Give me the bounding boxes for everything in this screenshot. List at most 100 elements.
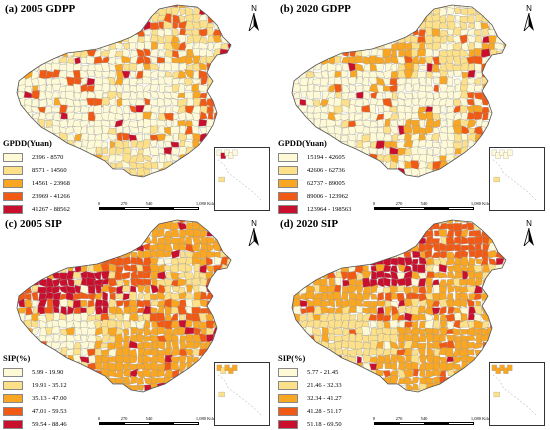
county-region [362,293,371,300]
county-region [163,284,171,295]
coastline-marks [276,1,549,214]
county-region [184,77,195,87]
county-region [466,348,475,356]
county-region [334,125,342,136]
legend-swatch [278,394,298,403]
county-region [129,168,137,176]
county-region [66,320,74,329]
county-region [389,340,400,349]
county-region [107,314,117,320]
panel-title: (a) 2005 GDPP [5,3,76,15]
county-region [172,133,179,141]
county-region [177,326,187,336]
county-region [319,277,328,287]
north-arrow-icon [523,228,534,246]
county-region [425,139,434,148]
scale-tick-label: 1,080 Kilometers [195,201,228,206]
county-region [354,292,365,302]
scale-bar-graphic [374,422,474,425]
county-region [170,91,180,101]
county-region [445,347,454,358]
county-region [121,271,131,280]
legend-item: 62737 - 89005 [278,177,370,190]
county-region [122,328,130,336]
county-region [130,375,139,385]
scale-tick-label: 0 [372,416,376,421]
legend-title: GPDD(Yuan) [278,138,327,148]
county-region [411,270,420,281]
county-region [150,105,160,114]
county-region [128,120,138,128]
county-region [149,328,159,336]
county-region [413,63,420,73]
county-region [333,284,342,293]
county-region [173,113,179,121]
county-region [424,307,434,316]
county-region [152,340,159,351]
county-region [413,368,420,377]
county-region [100,277,110,285]
county-region [116,83,123,93]
legend-label: 41.28 - 51.17 [307,408,342,415]
legend-title: GPDD(Yuan) [3,138,52,148]
county-region [411,333,421,343]
county-region [114,77,124,86]
county-region [459,285,469,294]
county-region [473,77,482,85]
county-region [300,91,308,99]
county-region [232,149,238,156]
county-region [198,36,209,44]
county-region [411,112,419,119]
county-region [361,111,372,122]
county-region [116,300,125,307]
inset-map [491,149,537,201]
county-region [206,320,216,330]
north-label: N [251,219,257,228]
county-region [149,69,159,80]
county-region [46,98,54,106]
county-region [135,153,145,163]
county-region [467,92,474,99]
island-region [218,391,225,398]
county-region [438,263,447,273]
county-region [440,104,448,114]
legend-label: 23969 - 41266 [32,193,70,200]
legend-label: 89006 - 123962 [307,193,349,200]
county-region [348,306,357,313]
map-panel: (d) 2020 SIP N SIP(%) 5.77 - 21.45 21.46 - 3… [276,216,549,429]
county-region [347,285,358,294]
north-arrow: N [521,4,537,32]
county-region [123,334,131,343]
county-region [321,292,330,302]
county-region [199,55,207,65]
county-region [123,299,131,309]
county-region [177,111,187,122]
choropleth-map [16,219,232,393]
county-region [398,333,405,343]
county-region [37,298,48,308]
county-region [396,314,405,321]
county-region [397,264,406,273]
county-region [58,55,68,64]
county-region [410,34,419,45]
county-region [198,28,209,37]
county-region [180,340,187,350]
county-region [410,298,420,308]
county-region [305,90,316,100]
county-region [348,76,357,85]
county-region [368,147,378,156]
county-region [184,55,194,66]
county-region [72,299,83,309]
county-region [404,298,414,308]
county-region [73,341,82,351]
county-region [397,91,406,101]
county-region [424,125,434,134]
county-region [410,313,420,321]
county-region [31,90,41,101]
county-region [157,43,167,52]
legend-swatch [3,205,23,214]
county-region [163,258,174,265]
county-region [474,277,483,288]
county-region [382,348,392,356]
island-region [493,176,500,183]
